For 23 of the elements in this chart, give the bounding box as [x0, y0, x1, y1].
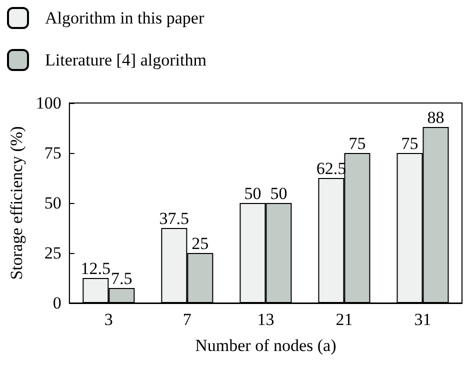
- y-axis-title: Storage efficiency (%): [7, 126, 26, 280]
- data-label: 50: [270, 184, 288, 203]
- data-label: 37.5: [159, 209, 190, 228]
- x-tick-label: 7: [182, 310, 192, 329]
- x-axis-title: Number of nodes (a): [195, 336, 336, 355]
- data-label: 7.5: [111, 269, 132, 288]
- legend-label: Algorithm in this paper: [45, 8, 204, 28]
- y-tick-label: 25: [44, 244, 62, 262]
- legend-label: Literature [4] algorithm: [45, 50, 206, 70]
- data-label: 88: [427, 108, 444, 127]
- x-tick-label: 21: [336, 310, 353, 329]
- data-label: 75: [401, 134, 418, 153]
- x-tick-label: 13: [257, 310, 274, 329]
- y-tick-label: 100: [36, 94, 62, 112]
- y-tick-label: 50: [44, 194, 62, 212]
- data-label: 12.5: [80, 259, 111, 278]
- y-tick-label: 0: [52, 294, 62, 312]
- y-tick-label: 75: [44, 144, 62, 162]
- data-label: 25: [192, 234, 209, 253]
- x-tick-label: 31: [414, 310, 432, 329]
- data-label: 75: [348, 134, 366, 153]
- x-tick-label: 3: [104, 310, 113, 329]
- data-label: 50: [244, 184, 262, 203]
